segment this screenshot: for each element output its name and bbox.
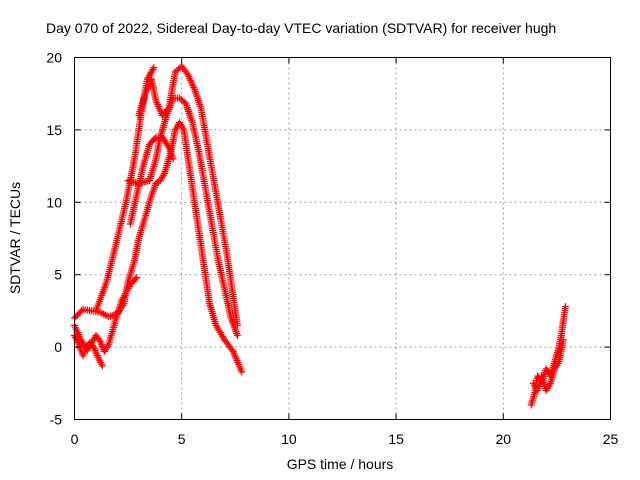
data-point-track-7 [98,362,106,370]
y-tick-label: 0 [54,339,62,355]
data-point-track-7 [90,343,98,351]
data-point-track-8 [561,303,569,311]
data-point-track-4 [169,155,177,163]
data-point-track-4 [151,135,159,143]
data-point-track-6 [96,337,104,345]
y-tick-label: 10 [46,194,62,210]
data-point-track-5 [233,321,241,329]
x-tick-label: 0 [71,431,79,447]
data-point-track-1 [238,368,246,376]
data-point-track-6 [131,275,139,283]
data-point-track-6 [98,341,106,349]
data-point-track-7 [91,346,99,354]
data-point-track-2 [150,64,158,72]
data-point-track-9 [559,336,567,344]
y-tick-label: 20 [46,50,62,66]
data-point-track-2 [149,65,157,73]
y-tick-labels: -5 0 5 10 15 20 [46,50,62,428]
y-tick-label: -5 [50,412,63,428]
data-point-track-5 [164,106,172,114]
x-tick-labels: 0 5 10 15 20 25 [71,431,619,447]
x-tick-label: 20 [496,431,512,447]
x-tick-label: 5 [178,431,186,447]
data-point-track-7 [93,350,101,358]
data-point-track-4 [164,142,172,150]
data-point-track-1 [78,307,86,315]
x-tick-label: 15 [388,431,404,447]
data-points [71,62,569,409]
data-point-track-7 [93,352,101,360]
data-point-track-7 [92,348,100,356]
x-tick-label: 25 [603,431,619,447]
y-axis-label: SDTVAR / TECUs [7,182,23,294]
y-tick-label: 15 [46,122,62,138]
chart-title: Day 070 of 2022, Sidereal Day-to-day VTE… [46,20,556,36]
data-point-track-7 [91,345,99,353]
axis-ticks [74,57,611,420]
grid [74,57,611,420]
data-point-track-3 [233,332,241,340]
data-point-track-6 [133,274,141,282]
y-tick-label: 5 [54,267,62,283]
x-axis-label: GPS time / hours [287,456,394,472]
x-tick-label: 10 [281,431,297,447]
plot-frame [74,57,611,420]
data-point-track-6 [97,339,105,347]
